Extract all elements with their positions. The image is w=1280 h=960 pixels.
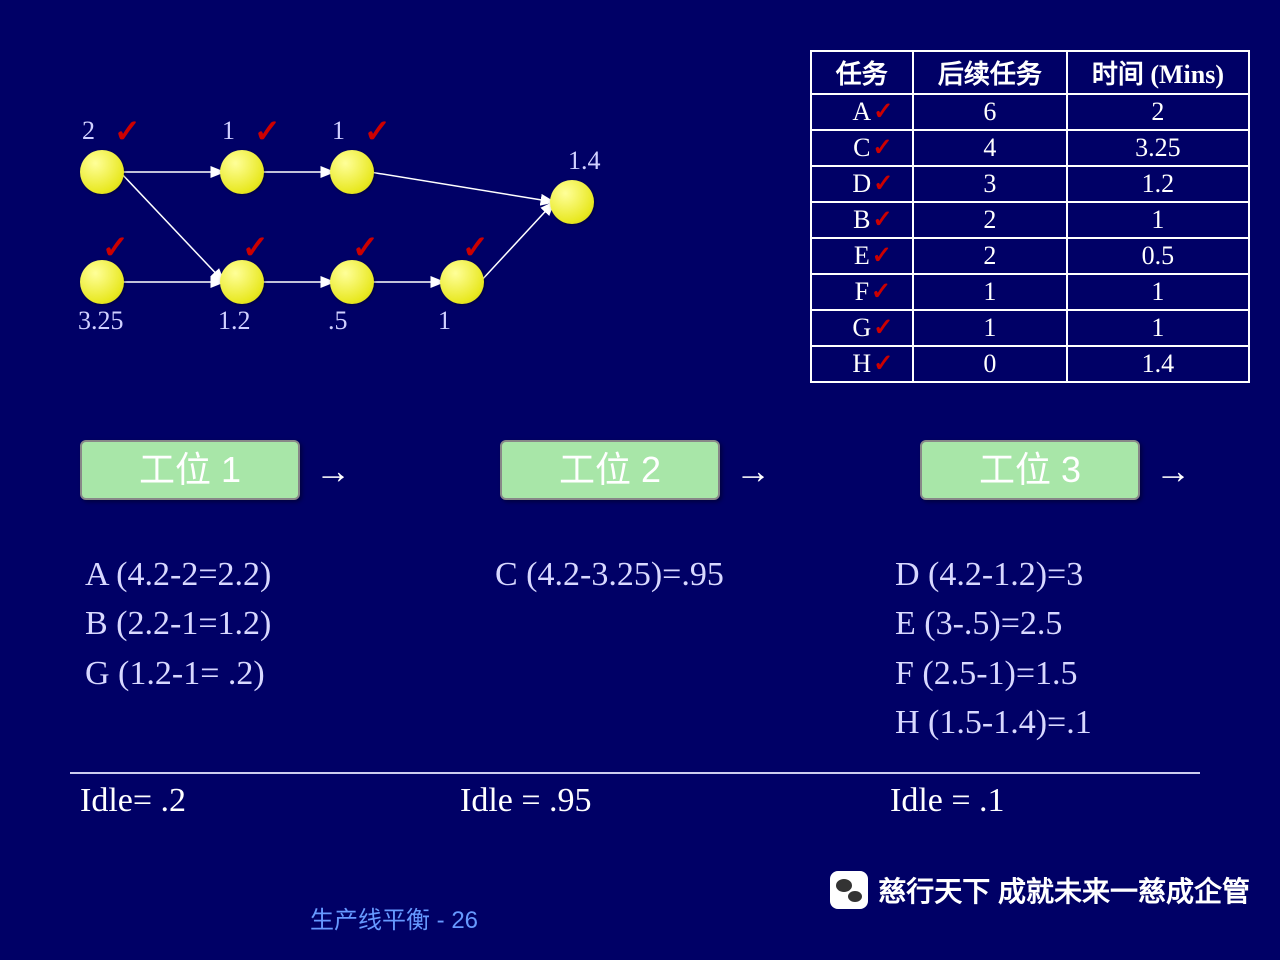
time-cell: 1 bbox=[1067, 274, 1249, 310]
follow-cell: 3 bbox=[913, 166, 1067, 202]
calc-line: D (4.2-1.2)=3 bbox=[895, 550, 1092, 599]
footer-page: 生产线平衡 - 26 bbox=[310, 900, 478, 935]
follow-cell: 6 bbox=[913, 94, 1067, 130]
task-cell: G✓ bbox=[811, 310, 913, 346]
idle-text: Idle = .95 bbox=[460, 782, 592, 820]
node-label-D: 1.2 bbox=[218, 306, 251, 336]
time-cell: 1 bbox=[1067, 202, 1249, 238]
calc-line: A (4.2-2=2.2) bbox=[85, 550, 271, 599]
task-table: 任务后续任务时间 (Mins) A✓62C✓43.25D✓31.2B✓21E✓2… bbox=[810, 50, 1250, 383]
table-row: D✓31.2 bbox=[811, 166, 1249, 202]
check-icon: ✓ bbox=[114, 112, 141, 150]
table-row: E✓20.5 bbox=[811, 238, 1249, 274]
check-icon: ✓ bbox=[364, 112, 391, 150]
task-cell: D✓ bbox=[811, 166, 913, 202]
check-icon: ✓ bbox=[102, 228, 129, 266]
time-cell: 1.2 bbox=[1067, 166, 1249, 202]
calc-col3: D (4.2-1.2)=3E (3-.5)=2.5F (2.5-1)=1.5H … bbox=[895, 550, 1092, 747]
station-box-2: 工位 2 bbox=[500, 440, 720, 500]
node-label-A: 2 bbox=[82, 116, 95, 146]
table-row: B✓21 bbox=[811, 202, 1249, 238]
idle-text: Idle= .2 bbox=[80, 782, 186, 820]
node-E bbox=[330, 260, 374, 304]
node-label-E: .5 bbox=[328, 306, 348, 336]
follow-cell: 0 bbox=[913, 346, 1067, 382]
arrow-icon: → bbox=[1155, 450, 1191, 492]
time-cell: 3.25 bbox=[1067, 130, 1249, 166]
station-box-1: 工位 1 bbox=[80, 440, 300, 500]
check-icon: ✓ bbox=[873, 169, 893, 198]
task-cell: F✓ bbox=[811, 274, 913, 310]
table-header: 任务 bbox=[811, 51, 913, 94]
check-icon: ✓ bbox=[873, 349, 893, 378]
calc-line: H (1.5-1.4)=.1 bbox=[895, 698, 1092, 747]
check-icon: ✓ bbox=[873, 313, 893, 342]
check-icon: ✓ bbox=[242, 228, 269, 266]
table-header: 时间 (Mins) bbox=[1067, 51, 1249, 94]
table-row: C✓43.25 bbox=[811, 130, 1249, 166]
idle-text: Idle = .1 bbox=[890, 782, 1005, 820]
check-icon: ✓ bbox=[872, 241, 892, 270]
table-row: F✓11 bbox=[811, 274, 1249, 310]
table-row: H✓01.4 bbox=[811, 346, 1249, 382]
calc-col1: A (4.2-2=2.2)B (2.2-1=1.2)G (1.2-1= .2) bbox=[85, 550, 271, 698]
arrow-icon: → bbox=[315, 450, 351, 492]
divider-line bbox=[70, 772, 1200, 774]
calc-col2: C (4.2-3.25)=.95 bbox=[495, 550, 724, 599]
check-icon: ✓ bbox=[872, 205, 892, 234]
time-cell: 0.5 bbox=[1067, 238, 1249, 274]
node-label-H: 1.4 bbox=[568, 146, 601, 176]
footer-brand-text: 慈行天下 成就未来一慈成企管 bbox=[878, 870, 1250, 910]
node-A bbox=[80, 150, 124, 194]
time-cell: 1.4 bbox=[1067, 346, 1249, 382]
check-icon: ✓ bbox=[462, 228, 489, 266]
calc-line: G (1.2-1= .2) bbox=[85, 649, 271, 698]
table-header: 后续任务 bbox=[913, 51, 1067, 94]
node-label-B: 1 bbox=[222, 116, 235, 146]
time-cell: 2 bbox=[1067, 94, 1249, 130]
arrow-icon: → bbox=[735, 450, 771, 492]
task-table-area: 任务后续任务时间 (Mins) A✓62C✓43.25D✓31.2B✓21E✓2… bbox=[810, 50, 1250, 383]
node-H bbox=[550, 180, 594, 224]
task-cell: A✓ bbox=[811, 94, 913, 130]
node-F bbox=[440, 260, 484, 304]
node-B bbox=[220, 150, 264, 194]
task-cell: C✓ bbox=[811, 130, 913, 166]
task-cell: E✓ bbox=[811, 238, 913, 274]
task-cell: H✓ bbox=[811, 346, 913, 382]
station-box-3: 工位 3 bbox=[920, 440, 1140, 500]
node-label-F: 1 bbox=[438, 306, 451, 336]
node-D bbox=[220, 260, 264, 304]
check-icon: ✓ bbox=[873, 97, 893, 126]
footer-brand: 慈行天下 成就未来一慈成企管 bbox=[830, 870, 1250, 910]
node-label-C: 3.25 bbox=[78, 306, 124, 336]
calc-line: C (4.2-3.25)=.95 bbox=[495, 550, 724, 599]
follow-cell: 2 bbox=[913, 202, 1067, 238]
follow-cell: 1 bbox=[913, 274, 1067, 310]
time-cell: 1 bbox=[1067, 310, 1249, 346]
check-icon: ✓ bbox=[871, 277, 891, 306]
node-C bbox=[80, 260, 124, 304]
table-row: G✓11 bbox=[811, 310, 1249, 346]
table-row: A✓62 bbox=[811, 94, 1249, 130]
node-label-G: 1 bbox=[332, 116, 345, 146]
calc-line: B (2.2-1=1.2) bbox=[85, 599, 271, 648]
node-G bbox=[330, 150, 374, 194]
follow-cell: 2 bbox=[913, 238, 1067, 274]
wechat-icon bbox=[830, 871, 868, 909]
calc-line: F (2.5-1)=1.5 bbox=[895, 649, 1092, 698]
precedence-graph: 2 ✓ 1 ✓ 3.25 ✓ 1.2 ✓ .5 ✓ 1 ✓ 1 ✓ 1.4 bbox=[60, 100, 620, 380]
task-cell: B✓ bbox=[811, 202, 913, 238]
check-icon: ✓ bbox=[872, 133, 892, 162]
follow-cell: 1 bbox=[913, 310, 1067, 346]
check-icon: ✓ bbox=[254, 112, 281, 150]
follow-cell: 4 bbox=[913, 130, 1067, 166]
calc-line: E (3-.5)=2.5 bbox=[895, 599, 1092, 648]
check-icon: ✓ bbox=[352, 228, 379, 266]
